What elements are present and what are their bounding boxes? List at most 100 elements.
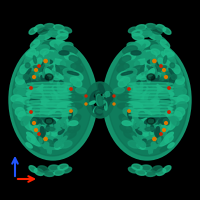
Ellipse shape — [108, 92, 113, 101]
Ellipse shape — [129, 92, 173, 96]
Ellipse shape — [108, 44, 188, 156]
Ellipse shape — [153, 72, 163, 78]
Ellipse shape — [177, 95, 189, 103]
Ellipse shape — [48, 83, 52, 88]
Ellipse shape — [27, 85, 71, 89]
Ellipse shape — [37, 109, 53, 119]
Ellipse shape — [16, 81, 26, 91]
Ellipse shape — [136, 81, 141, 88]
Ellipse shape — [152, 72, 164, 84]
Ellipse shape — [44, 133, 58, 141]
Ellipse shape — [63, 108, 77, 117]
Ellipse shape — [46, 121, 53, 128]
Ellipse shape — [68, 103, 82, 110]
Ellipse shape — [103, 92, 113, 97]
Ellipse shape — [60, 141, 72, 148]
Circle shape — [35, 69, 37, 71]
Ellipse shape — [58, 129, 64, 134]
Ellipse shape — [163, 106, 168, 111]
Ellipse shape — [49, 59, 65, 69]
Ellipse shape — [141, 74, 153, 82]
Ellipse shape — [54, 169, 64, 175]
Ellipse shape — [31, 119, 37, 125]
Ellipse shape — [43, 142, 49, 149]
Ellipse shape — [53, 77, 60, 80]
Ellipse shape — [59, 126, 73, 135]
Ellipse shape — [135, 109, 151, 119]
Ellipse shape — [48, 92, 65, 99]
Ellipse shape — [167, 90, 183, 96]
Ellipse shape — [9, 40, 97, 160]
Ellipse shape — [158, 81, 168, 88]
Ellipse shape — [36, 72, 48, 84]
Ellipse shape — [129, 82, 173, 86]
Ellipse shape — [147, 66, 152, 70]
Ellipse shape — [140, 144, 145, 149]
Ellipse shape — [59, 136, 67, 144]
Ellipse shape — [140, 29, 152, 35]
Ellipse shape — [29, 166, 37, 172]
Ellipse shape — [146, 100, 164, 107]
Ellipse shape — [120, 124, 132, 133]
Ellipse shape — [76, 88, 86, 93]
Ellipse shape — [21, 116, 29, 126]
Ellipse shape — [137, 73, 146, 79]
Ellipse shape — [29, 28, 37, 34]
Ellipse shape — [99, 97, 105, 105]
Ellipse shape — [152, 105, 166, 117]
Circle shape — [153, 137, 156, 141]
Ellipse shape — [146, 52, 149, 62]
Ellipse shape — [132, 164, 142, 170]
Ellipse shape — [129, 113, 173, 117]
Ellipse shape — [46, 125, 49, 131]
Ellipse shape — [136, 169, 146, 175]
Ellipse shape — [142, 144, 149, 149]
Ellipse shape — [119, 115, 131, 123]
Ellipse shape — [136, 25, 146, 31]
Ellipse shape — [34, 66, 48, 78]
Ellipse shape — [36, 100, 54, 107]
Ellipse shape — [28, 84, 33, 89]
Ellipse shape — [43, 118, 55, 124]
Ellipse shape — [58, 164, 68, 170]
Ellipse shape — [138, 127, 149, 132]
Ellipse shape — [128, 167, 138, 173]
Ellipse shape — [135, 84, 141, 93]
Ellipse shape — [35, 111, 40, 117]
Ellipse shape — [152, 87, 156, 98]
Ellipse shape — [147, 58, 163, 68]
Ellipse shape — [131, 51, 141, 55]
Ellipse shape — [153, 116, 167, 126]
Ellipse shape — [172, 116, 175, 123]
Circle shape — [33, 76, 35, 78]
Ellipse shape — [124, 60, 140, 70]
Ellipse shape — [40, 115, 50, 121]
Ellipse shape — [174, 112, 182, 120]
Ellipse shape — [46, 60, 52, 64]
Ellipse shape — [139, 141, 146, 147]
Ellipse shape — [151, 49, 160, 55]
Ellipse shape — [43, 69, 49, 79]
Ellipse shape — [61, 123, 66, 129]
Ellipse shape — [138, 118, 146, 126]
Ellipse shape — [28, 66, 38, 76]
Ellipse shape — [70, 77, 82, 87]
Ellipse shape — [12, 44, 92, 156]
Ellipse shape — [117, 94, 132, 100]
Ellipse shape — [34, 36, 44, 44]
Ellipse shape — [168, 120, 176, 130]
Ellipse shape — [141, 115, 153, 123]
Ellipse shape — [157, 82, 175, 89]
Ellipse shape — [56, 119, 63, 125]
Circle shape — [163, 129, 165, 131]
Ellipse shape — [146, 73, 150, 78]
Ellipse shape — [51, 144, 58, 149]
Ellipse shape — [159, 66, 166, 70]
Ellipse shape — [47, 84, 65, 91]
Ellipse shape — [114, 88, 124, 93]
Ellipse shape — [68, 94, 83, 100]
Ellipse shape — [159, 123, 171, 133]
Ellipse shape — [141, 50, 157, 60]
Ellipse shape — [129, 89, 173, 92]
Ellipse shape — [123, 68, 137, 78]
